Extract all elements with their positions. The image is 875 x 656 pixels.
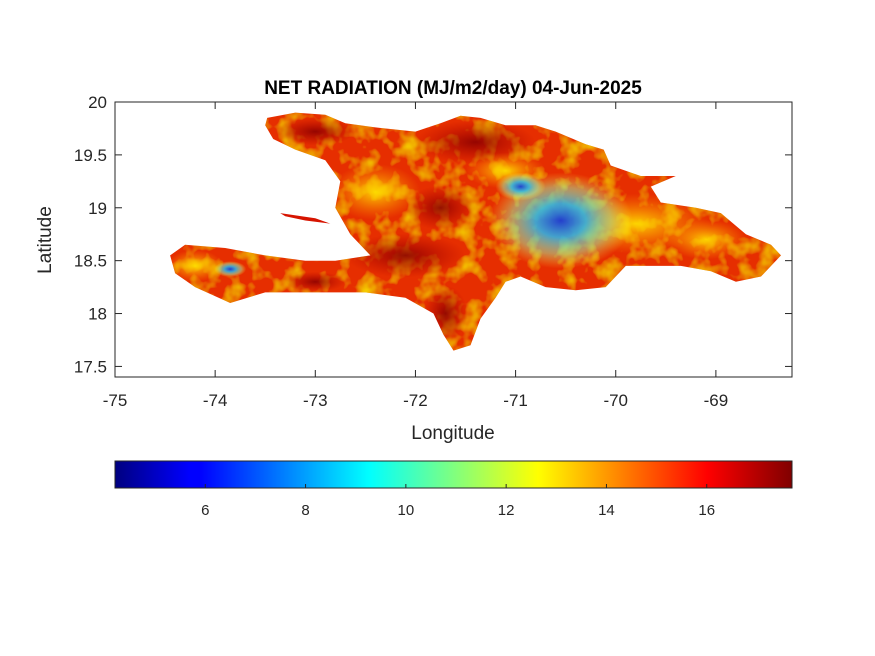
hotspot-1 <box>275 117 356 146</box>
x-tick-label: -70 <box>603 391 628 410</box>
colorbar-tick-label: 12 <box>498 502 515 519</box>
colorbar-ticks: 6 8 10 12 14 16 <box>201 484 715 519</box>
y-axis-ticks: 17.5 18 18.5 19 19.5 20 <box>74 93 792 376</box>
x-tick-label: -72 <box>403 391 428 410</box>
hotspot-2 <box>345 233 466 278</box>
hotspot-9 <box>665 219 746 260</box>
x-tick-label: -73 <box>303 391 328 410</box>
y-tick-label: 19.5 <box>74 146 107 165</box>
colorbar-tick-label: 6 <box>201 502 209 519</box>
x-axis-ticks: -75 -74 -73 -72 -71 -70 -69 <box>103 102 728 410</box>
y-tick-label: 18 <box>88 305 107 324</box>
y-tick-label: 19 <box>88 199 107 218</box>
x-tick-label: -74 <box>203 391 228 410</box>
x-tick-label: -69 <box>704 391 729 410</box>
colorbar-tick-label: 14 <box>598 502 615 519</box>
hotspot-10 <box>170 249 224 282</box>
y-tick-label: 20 <box>88 93 107 112</box>
tortuga-island <box>280 213 331 224</box>
y-axis-label: Latitude <box>35 206 56 274</box>
x-tick-label: -71 <box>503 391 528 410</box>
hotspot-6 <box>330 163 421 220</box>
colorbar <box>114 460 793 489</box>
x-axis-label: Longitude <box>411 423 494 444</box>
chart-title: NET RADIATION (MJ/m2/day) 04-Jun-2025 <box>264 78 642 99</box>
map-layer <box>170 112 782 351</box>
hotspot-5 <box>285 271 346 292</box>
colorbar-tick-label: 8 <box>301 502 309 519</box>
colorbar-tick-label: 10 <box>398 502 415 519</box>
y-tick-label: 17.5 <box>74 357 107 376</box>
x-tick-label: -75 <box>103 391 128 410</box>
hotspot-12 <box>495 172 546 201</box>
colorbar-tick-label: 16 <box>698 502 715 519</box>
radiation-hotspots <box>170 117 746 342</box>
hotspot-13 <box>214 261 247 278</box>
y-tick-label: 18.5 <box>74 252 107 271</box>
hotspot-4 <box>405 185 476 230</box>
